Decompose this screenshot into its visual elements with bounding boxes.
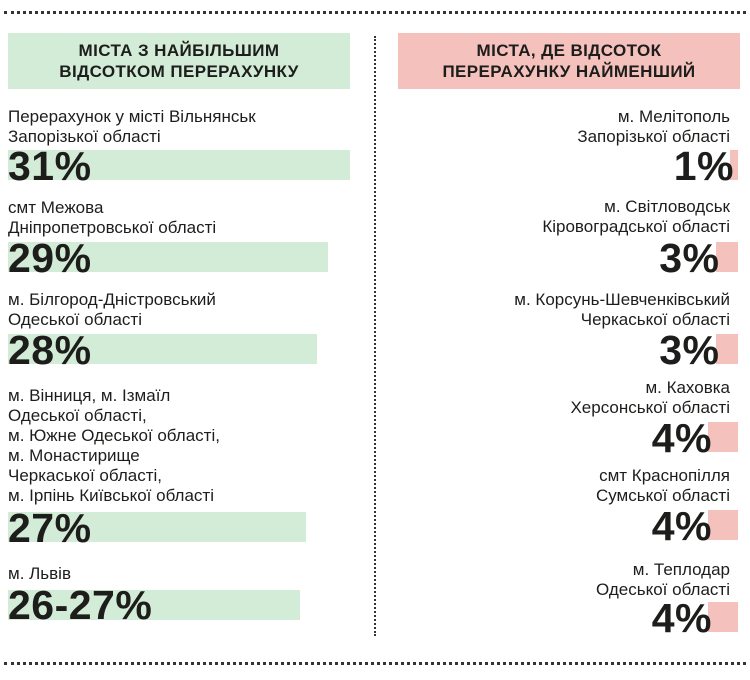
left-item-3-label: м. Білгород-Дністровський Одеської облас…	[8, 290, 216, 329]
right-item-5-value: 4%	[651, 503, 712, 549]
left-item-2-bar	[8, 242, 328, 272]
bottom-dotted-divider	[4, 662, 746, 665]
right-item-2-bar	[715, 242, 738, 272]
right-item-5-label: смт Краснопілля Сумської області	[595, 466, 730, 505]
left-item-3-bar	[8, 334, 317, 364]
right-item-3-bar	[715, 334, 738, 364]
left-item-1-bar	[8, 150, 350, 180]
left-item-1-value: 31%	[8, 143, 92, 189]
right-item-1-value: 1%	[673, 143, 734, 189]
left-panel-title: Міста з найбільшим відсотком перерахунку	[8, 33, 350, 89]
left-item-4-label: м. Вінниця, м. Ізмаїл Одеської області, …	[8, 386, 220, 505]
top-dotted-divider	[4, 11, 746, 14]
right-item-3-value: 3%	[659, 327, 720, 373]
left-item-5-bar	[8, 590, 301, 620]
left-item-4-value: 27%	[8, 505, 92, 551]
right-panel-title: Міста, де відсоток перерахунку найменший	[398, 33, 740, 89]
left-item-5-value: 26-27%	[8, 582, 153, 628]
right-item-1-label: м. Мелітополь Запорізької області	[577, 107, 730, 146]
right-item-4-bar	[708, 422, 738, 452]
left-item-4-bar	[8, 512, 306, 542]
right-item-6-label: м. Теплодар Одеської області	[596, 560, 730, 599]
left-item-2-label: смт Межова Дніпропетровської області	[8, 198, 217, 237]
left-item-3-value: 28%	[8, 327, 92, 373]
right-item-6-bar	[708, 602, 738, 632]
left-item-1-label: Перерахунок у місті Вільнянськ Запорізьк…	[8, 107, 256, 146]
left-item-5-label: м. Львів	[8, 564, 71, 583]
right-item-2-value: 3%	[659, 235, 720, 281]
left-item-2-value: 29%	[8, 235, 92, 281]
center-dotted-divider	[374, 36, 376, 636]
right-item-5-bar	[708, 510, 738, 540]
right-item-1-bar	[730, 150, 738, 180]
right-item-4-label: м. Каховка Херсонської області	[570, 378, 730, 417]
right-item-6-value: 4%	[651, 595, 712, 641]
right-item-2-label: м. Світловодськ Кіровоградської області	[542, 197, 730, 236]
right-item-3-label: м. Корсунь-Шевченківський Черкаської обл…	[514, 290, 730, 329]
right-item-4-value: 4%	[651, 415, 712, 461]
